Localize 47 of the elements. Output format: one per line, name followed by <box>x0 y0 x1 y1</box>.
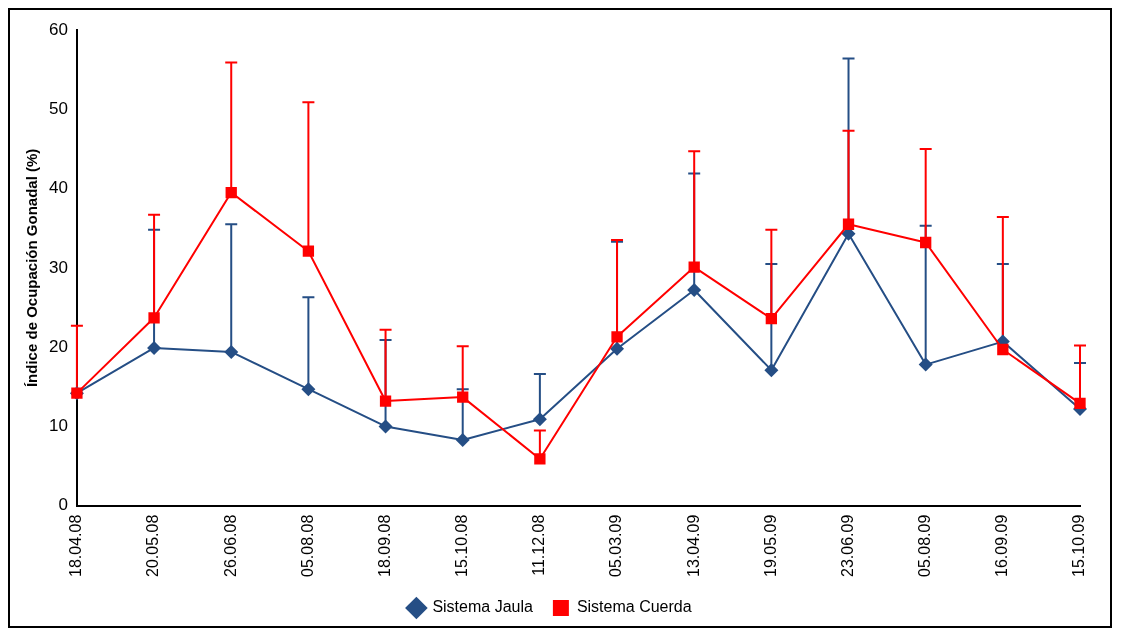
x-tick-label: 16.09.09 <box>993 514 1011 577</box>
point <box>842 218 855 230</box>
x-tick-label: 15.10.08 <box>453 514 471 577</box>
x-tick-label: 20.05.08 <box>144 514 162 577</box>
point <box>611 331 623 343</box>
x-tick-label: 05.08.08 <box>298 514 316 577</box>
x-tick-label: 11.12.08 <box>530 514 548 576</box>
legend-label: Sistema Jaula <box>432 598 533 616</box>
point <box>997 343 1009 356</box>
point <box>532 412 547 427</box>
y-tick-label: 0 <box>58 495 68 515</box>
x-tick-label: 23.06.09 <box>838 514 856 577</box>
y-tick-label: 30 <box>48 257 68 277</box>
y-tick-label: 20 <box>48 336 68 356</box>
point <box>455 432 470 447</box>
point <box>301 382 316 397</box>
point <box>610 341 625 356</box>
point <box>688 261 700 273</box>
point <box>920 236 932 249</box>
x-tick-label: 26.06.08 <box>221 514 239 577</box>
x-tick-label: 18.04.08 <box>67 514 85 577</box>
legend-label: Sistema Cuerda <box>576 598 692 616</box>
point <box>1074 397 1086 410</box>
x-tick-label: 18.09.08 <box>375 514 393 577</box>
point <box>918 357 933 372</box>
point <box>225 186 237 199</box>
point <box>379 395 392 407</box>
point <box>378 419 393 434</box>
x-tick-label: 05.03.09 <box>607 514 625 577</box>
point <box>457 391 469 403</box>
y-tick-label: 10 <box>48 416 68 436</box>
y-tick-label: 60 <box>48 19 68 39</box>
point <box>764 363 779 378</box>
x-tick-label: 19.05.09 <box>761 514 779 577</box>
point <box>224 344 239 359</box>
x-tick-label: 15.10.09 <box>1070 514 1088 577</box>
y-tick-label: 40 <box>48 178 68 198</box>
point <box>765 312 778 325</box>
x-tick-label: 13.04.09 <box>684 514 702 577</box>
point <box>147 340 162 355</box>
point <box>302 245 315 257</box>
point <box>687 283 702 298</box>
x-tick-label: 05.08.09 <box>916 514 934 577</box>
y-tick-label: 50 <box>48 98 68 118</box>
point <box>534 453 546 465</box>
point <box>148 312 160 324</box>
y-axis-title: Índice de Ocupación Gonadal (%) <box>23 148 41 388</box>
